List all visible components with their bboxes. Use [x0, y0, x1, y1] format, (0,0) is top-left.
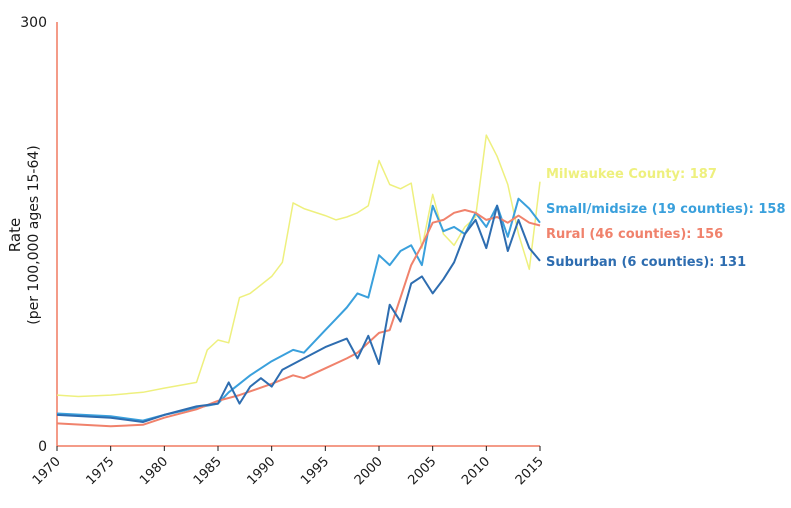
axes: [56, 22, 540, 447]
x-tick-label: 1990: [244, 454, 278, 488]
y-tick-label: 0: [38, 439, 47, 455]
x-tick-label: 1975: [83, 454, 117, 488]
series-lines: [56, 134, 541, 428]
x-tick-label: 1985: [191, 454, 225, 488]
y-tick-label: 300: [20, 15, 47, 31]
x-tick-labels: 1970 1975 1980 1985 1990 1995 2000 2005 2010 2015: [30, 446, 547, 488]
x-tick-label: 2000: [352, 454, 386, 488]
y-axis-title: Rate (per 100,000 ages 15-64): [6, 145, 42, 324]
y-tick-labels: 0 300: [20, 15, 47, 455]
x-tick-label: 1980: [137, 454, 171, 488]
x-tick-label: 2005: [405, 454, 439, 488]
y-axis-label: Rate: [6, 218, 24, 252]
series-label-1: Milwaukee County: 187: [546, 167, 717, 182]
x-tick-label: 2010: [459, 454, 493, 488]
y-axis-sublabel: (per 100,000 ages 15-64): [26, 145, 42, 324]
series-line-1: [56, 134, 541, 398]
series-label-4: Suburban (6 counties): 131: [546, 255, 746, 270]
x-tick-label: 1970: [30, 454, 64, 488]
series-label-2: Small/midsize (19 counties): 158: [546, 202, 785, 217]
series-end-labels: Milwaukee County: 187 Small/midsize (19 c…: [546, 167, 785, 270]
series-line-4: [56, 204, 541, 423]
x-tick-label: 1995: [298, 454, 332, 488]
x-tick-label: 2015: [513, 454, 547, 488]
series-label-3: Rural (46 counties): 156: [546, 227, 723, 242]
